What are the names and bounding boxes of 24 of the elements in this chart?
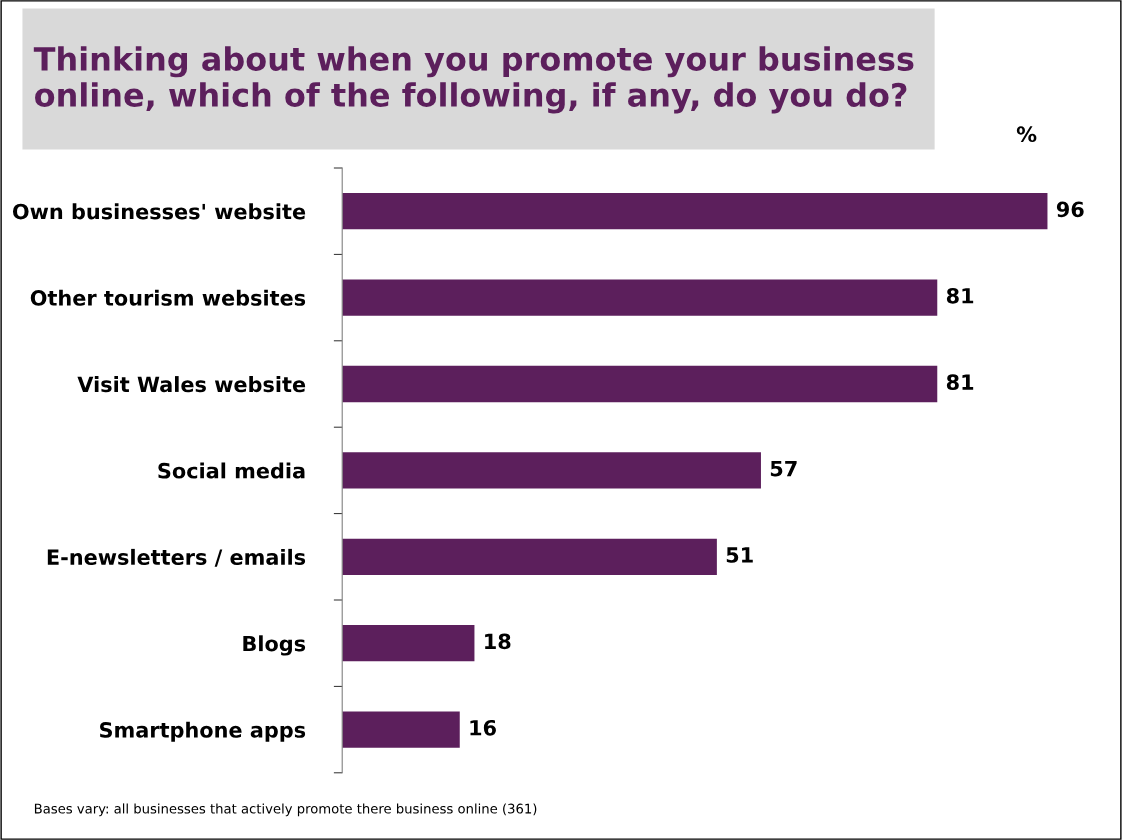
bar (342, 193, 1048, 230)
chart-title: Thinking about when you promote your business online, which of the following, if any, do you do? (33, 46, 914, 114)
data-label: 51 (726, 547, 753, 563)
bar (342, 625, 475, 662)
bar (342, 452, 761, 489)
bar (342, 711, 460, 748)
y-tick-label: Blogs (243, 635, 306, 656)
bar (342, 538, 717, 575)
data-label: 18 (485, 633, 511, 650)
data-label: 81 (946, 287, 974, 304)
y-tick-label: Own businesses' website (12, 203, 306, 220)
y-tick-label: E-newsletters / emails (47, 548, 306, 567)
y-tick-label: Visit Wales website (77, 376, 306, 393)
data-label: 16 (470, 719, 496, 736)
bar (342, 279, 938, 316)
y-tick-label: Smartphone apps (100, 721, 306, 742)
data-label: 57 (770, 460, 797, 477)
data-label: 96 (1056, 201, 1084, 218)
data-label: 81 (946, 374, 974, 391)
bar (342, 365, 938, 403)
text: % (1016, 126, 1037, 143)
text: Bases vary: all businesses that actively promote there business online (361) (34, 803, 537, 817)
y-tick-label: Other tourism websites (30, 289, 306, 306)
y-tick-label: Social media (158, 462, 305, 479)
